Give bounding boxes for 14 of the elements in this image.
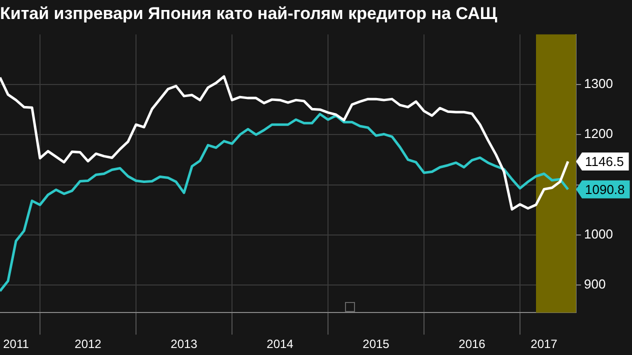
x-tick-label: 2011 bbox=[3, 337, 30, 352]
chart-title: Китай изпревари Япония като най-голям кредитор на САЩ bbox=[0, 4, 498, 23]
x-tick-label: 2017 bbox=[530, 337, 558, 352]
x-tick-label: 2015 bbox=[362, 337, 390, 352]
x-tick-label: 2013 bbox=[170, 337, 198, 352]
y-tick-label: 1000 bbox=[584, 226, 613, 242]
y-tick-label: 1200 bbox=[584, 126, 613, 142]
annotation: 1090.8 bbox=[585, 182, 625, 197]
x-tick-label: 2012 bbox=[74, 337, 102, 352]
annotation: 1146.5 bbox=[585, 154, 624, 170]
x-tick-label: 2016 bbox=[458, 337, 486, 352]
y-tick-label: 900 bbox=[584, 276, 606, 292]
y-tick-label: 1300 bbox=[584, 76, 613, 92]
x-tick-label: 2014 bbox=[266, 337, 294, 352]
